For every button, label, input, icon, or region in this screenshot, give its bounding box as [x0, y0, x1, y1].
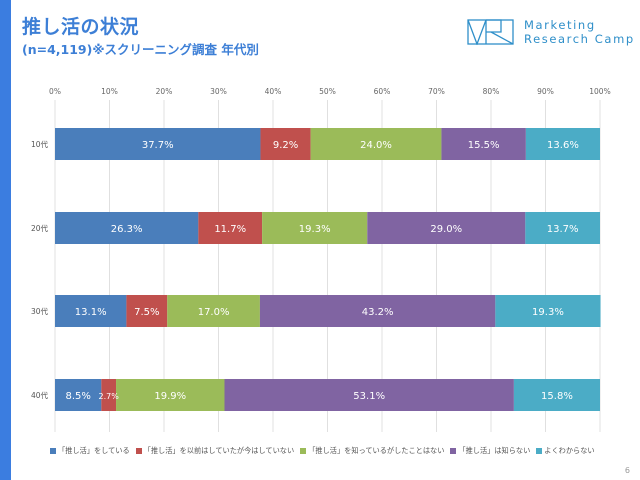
x-tick-label: 50%	[319, 87, 336, 96]
bar-segment	[310, 128, 442, 160]
legend-swatch	[50, 448, 56, 454]
x-tick-label: 0%	[49, 87, 61, 96]
data-label: 24.0%	[360, 140, 392, 151]
legend-label: 「推し活」を以前はしていたが今はしていない	[143, 446, 295, 455]
page-title: 推し活の状況	[22, 16, 140, 38]
legend-swatch	[536, 448, 543, 454]
bar-segment	[167, 295, 260, 327]
category-label: 40代	[31, 390, 49, 400]
data-label: 2.7%	[99, 392, 120, 401]
data-label: 15.8%	[541, 391, 573, 402]
x-tick-label: 40%	[265, 87, 282, 96]
data-label: 7.5%	[134, 307, 159, 318]
legend-item: 「推し活」を以前はしていたが今はしていない	[135, 446, 295, 456]
legend-swatch	[300, 448, 307, 454]
bars	[55, 128, 601, 411]
x-tick-label: 90%	[537, 87, 554, 96]
x-tick-label: 20%	[156, 87, 173, 96]
bar-segment	[55, 295, 127, 327]
legend-label: よくわからない	[544, 446, 595, 455]
bar-segment	[367, 212, 526, 244]
bar-segment	[525, 212, 600, 244]
x-tick-label: 80%	[483, 87, 500, 96]
legend-item: 「推し活」は知らない	[450, 446, 530, 456]
bar-segment	[55, 212, 199, 244]
legend-swatch	[450, 448, 457, 454]
data-label: 13.6%	[547, 140, 579, 151]
brand-logo: Marketing Research Camp	[467, 18, 635, 46]
bar-segment	[262, 212, 368, 244]
legend-item: 「推し活」を知っているがしたことはない	[300, 446, 444, 456]
category-label: 30代	[31, 306, 49, 316]
legend-label: 「推し活」を知っているがしたことはない	[308, 446, 445, 455]
data-labels: 37.7% 9.2% 24.0% 15.5% 13.6% 26.3% 11.7% 19.3% 2…	[65, 140, 578, 402]
data-label: 29.0%	[430, 224, 462, 235]
data-label: 15.5%	[468, 140, 500, 151]
data-label: 9.2%	[273, 140, 298, 151]
bar-segment	[224, 379, 514, 411]
bar-segment	[525, 128, 600, 160]
data-label: 13.7%	[547, 224, 579, 235]
category-label: 10代	[31, 139, 49, 149]
x-tick-label: 60%	[374, 87, 391, 96]
bar-segment	[259, 295, 496, 327]
legend-label: 「推し活」をしている	[58, 446, 130, 455]
x-axis-ticks: 0% 10% 20% 30% 40% 50% 60% 70% 80% 90% 100%	[49, 87, 611, 96]
bar-segment	[198, 212, 263, 244]
data-label: 17.0%	[198, 307, 230, 318]
data-label: 19.3%	[299, 224, 331, 235]
data-label: 37.7%	[142, 140, 174, 151]
y-axis-categories: 10代 20代 30代 40代	[31, 139, 49, 400]
x-tick-label: 10%	[101, 87, 118, 96]
data-label: 19.3%	[532, 307, 564, 318]
legend-item: よくわからない	[536, 446, 595, 456]
accent-bar	[0, 0, 11, 480]
data-label: 43.2%	[362, 307, 394, 318]
logo-text-line2: Research Camp	[524, 32, 635, 46]
bar-segment	[126, 295, 168, 327]
data-label: 19.9%	[154, 391, 186, 402]
data-label: 13.1%	[75, 307, 107, 318]
legend-label: 「推し活」は知らない	[458, 446, 531, 455]
data-label: 53.1%	[353, 391, 385, 402]
bar-segment	[116, 379, 225, 411]
bar-segment	[101, 379, 117, 411]
legend-swatch	[135, 448, 142, 454]
bar-segment	[441, 128, 526, 160]
x-tick-label: 100%	[589, 87, 610, 96]
page-number: 6	[624, 466, 630, 475]
chart-legend: 「推し活」をしている 「推し活」を以前はしていたが今はしていない 「推し活」を知って…	[50, 446, 601, 456]
bar-segment	[55, 128, 261, 160]
data-label: 8.5%	[65, 391, 90, 402]
data-label: 26.3%	[111, 224, 143, 235]
mrc-logo-icon	[467, 19, 514, 45]
bar-segment	[513, 379, 600, 411]
x-tick-label: 70%	[428, 87, 445, 96]
bar-segment	[55, 379, 102, 411]
legend-item: 「推し活」をしている	[50, 446, 130, 456]
logo-text-line1: Marketing	[524, 18, 596, 32]
bar-segment	[495, 295, 601, 327]
category-label: 20代	[31, 223, 49, 233]
x-tick-label: 30%	[210, 87, 227, 96]
bar-segment	[260, 128, 311, 160]
page-subtitle: (n=4,119)※スクリーニング調査 年代別	[22, 42, 259, 57]
data-label: 11.7%	[214, 224, 246, 235]
